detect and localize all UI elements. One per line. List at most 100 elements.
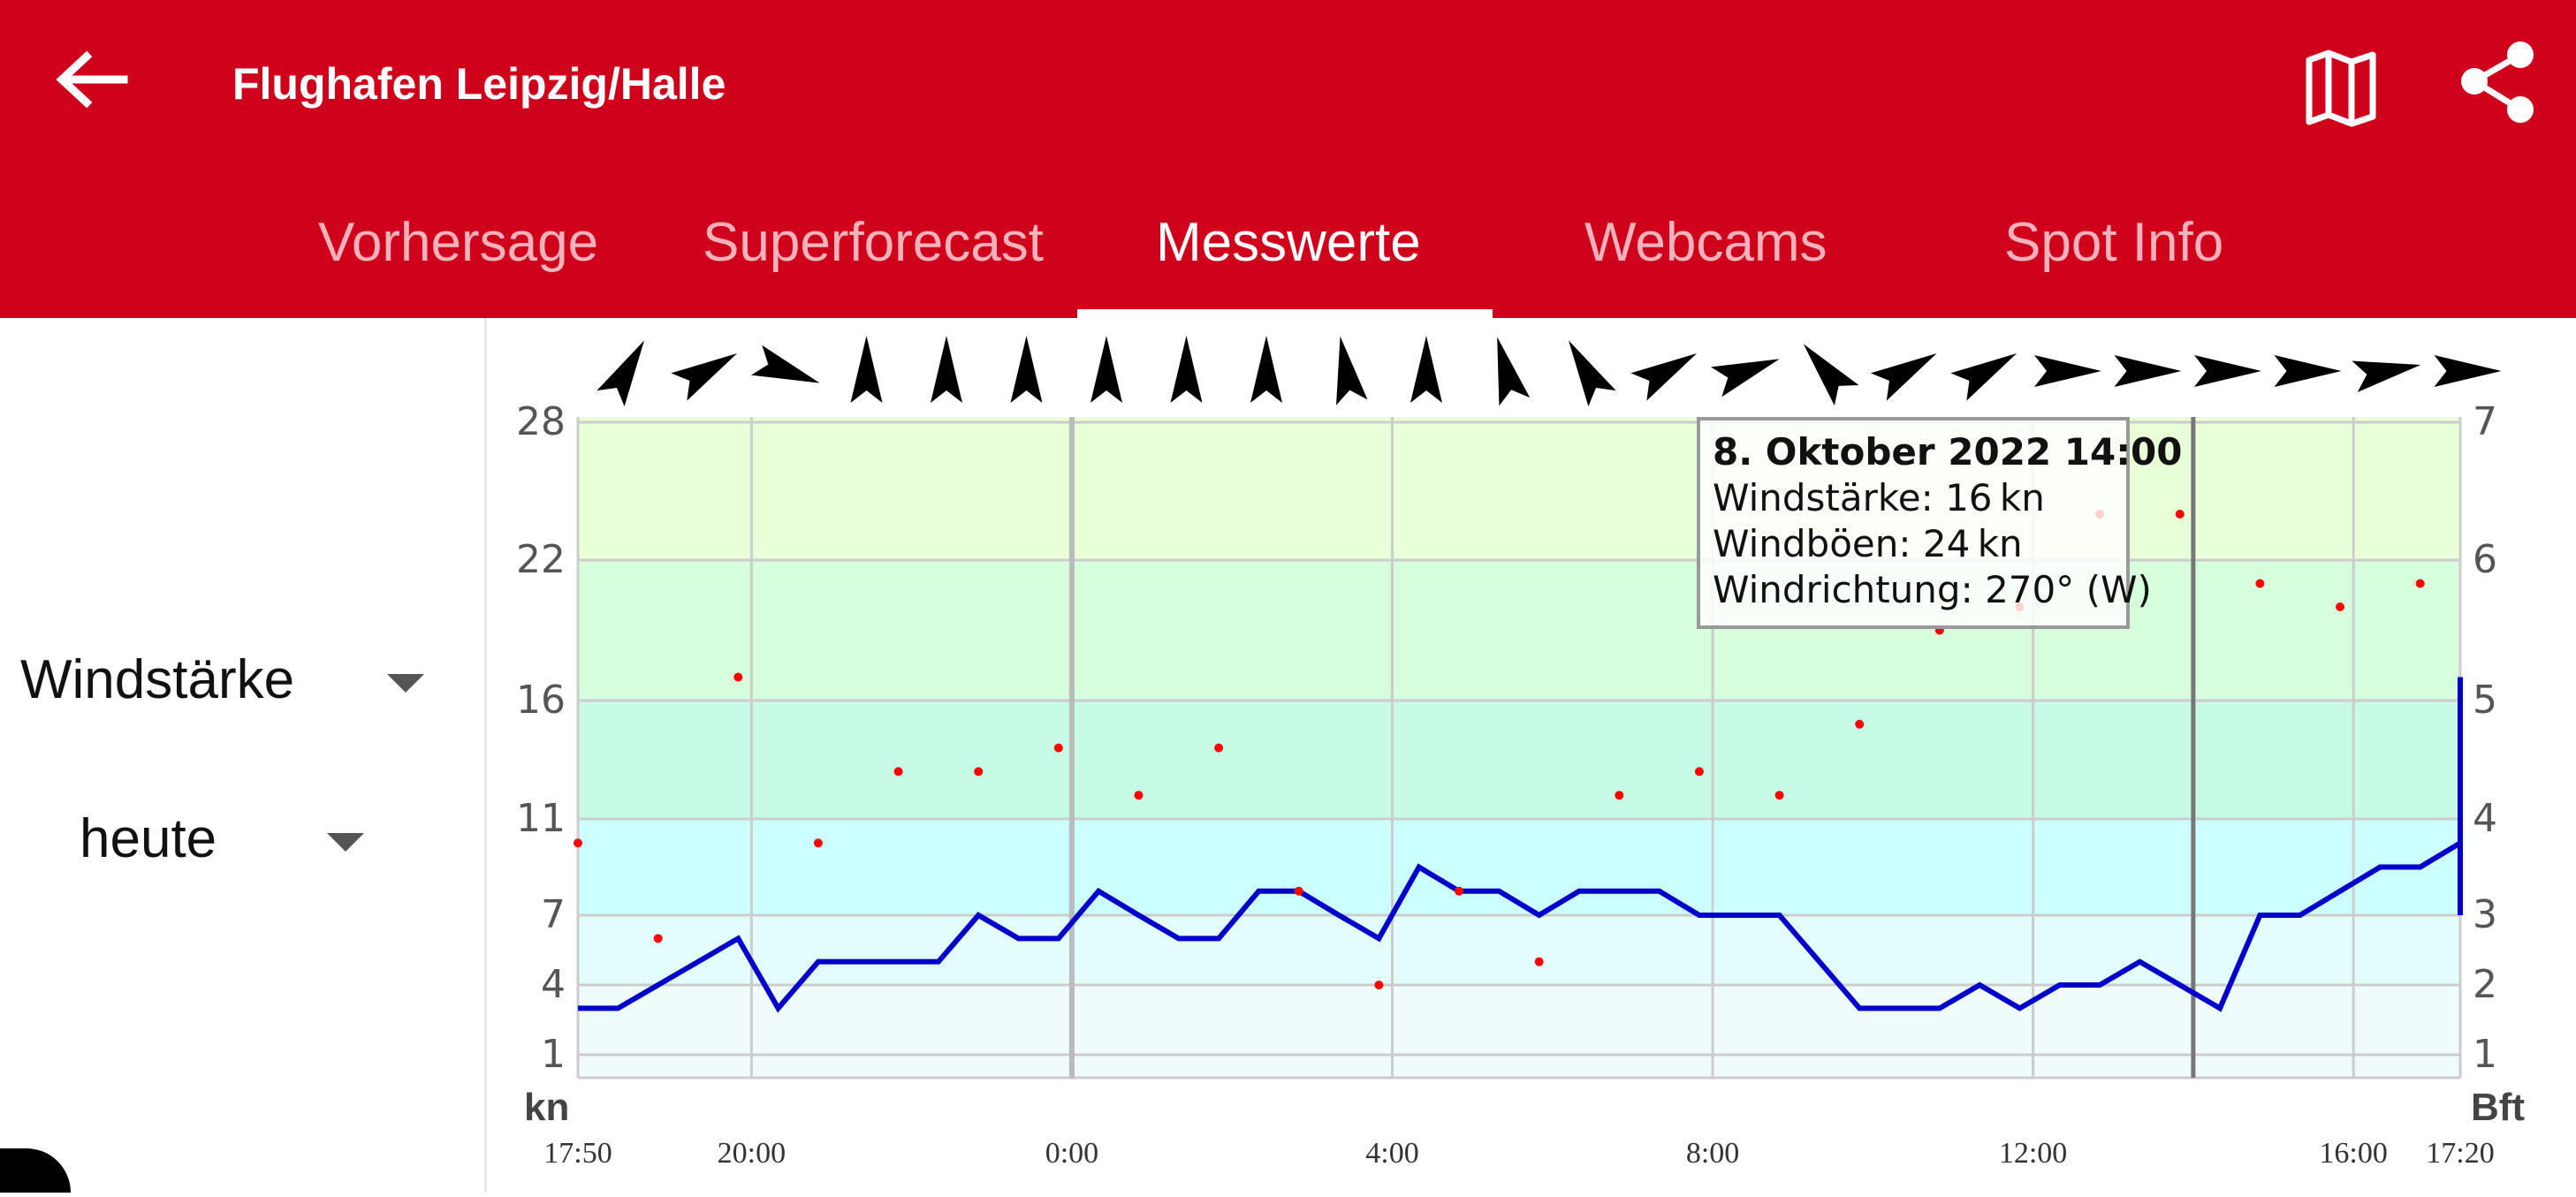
chart-tooltip: 8. Oktober 2022 14:00 Windstärke: 16 kn … [1697,417,2183,629]
gust-point [733,672,743,682]
arrow-left-icon [56,50,128,109]
wind-arrow-icon [1010,336,1043,403]
options-panel: Windstärke heute [0,318,484,1193]
right-axis-tick-label: 2 [2473,962,2497,1007]
gust-point [1534,957,1544,966]
gust-point [1214,743,1224,753]
tab-webcams[interactable]: Webcams [1584,212,1828,273]
wind-chart-svg: 1 4 7 11 16 22 28 1 2 3 4 5 6 7 kn Bft 17:50 20:00 0:00 4:0… [516,336,2525,1170]
page-title: Flughafen Leipzig/Halle [232,59,726,109]
wind-arrow-icon [2352,360,2421,392]
wind-arrow-icon [1090,336,1122,403]
left-axis-tick-label: 4 [541,962,566,1007]
wind-arrow-icon [850,336,883,403]
share-button[interactable] [2450,35,2547,133]
tab-spot-info[interactable]: Spot Info [2004,212,2224,273]
left-axis-unit: kn [524,1086,569,1129]
right-axis-tick-label: 7 [2473,399,2497,444]
x-axis-tick-label: 17:50 [543,1137,612,1170]
wind-arrow-icon [1410,336,1442,403]
gust-point [574,838,582,848]
wind-arrow-icon [1170,336,1203,403]
right-axis-tick-label: 1 [2473,1032,2497,1077]
right-axis-tick-label: 6 [2473,537,2497,582]
gust-point [1694,767,1704,777]
tooltip-gusts: Windböen: 24 kn [1713,522,2023,565]
gust-point [1294,886,1303,896]
gust-point [653,934,663,943]
left-axis-tick-label: 11 [516,796,566,841]
chart-band [578,701,2460,819]
gust-point [1615,791,1624,800]
period-dropdown[interactable]: heute [80,799,364,879]
chart-band [578,985,2460,1078]
gust-point [2255,579,2265,588]
left-axis-tick-label: 22 [516,537,566,582]
chart-band [578,819,2460,915]
wind-arrow-icon [2434,355,2502,387]
x-axis-tick-label: 20:00 [718,1137,786,1170]
tab-vorhersage[interactable]: Vorhersage [318,212,599,273]
wind-arrow-icon [1250,336,1282,403]
wind-arrow-icon [1336,336,1368,405]
app-bar: Flughafen Leipzig/Halle Vorhersage Super… [0,0,2576,318]
gust-point [813,838,823,848]
x-axis-tick-label: 17:20 [2426,1137,2494,1170]
tooltip-direction: Windrichtung: 270° (W) [1713,568,2152,611]
tab-superforecast[interactable]: Superforecast [703,212,1044,273]
right-axis-tick-label: 4 [2473,796,2497,841]
wind-arrow-icon [1870,353,1937,401]
x-axis-tick-label: 16:00 [2319,1137,2387,1170]
wind-arrow-icon [931,336,962,403]
gust-point [1053,743,1063,753]
wind-arrow-icon [2194,355,2261,387]
wind-chart[interactable]: 1 4 7 11 16 22 28 1 2 3 4 5 6 7 kn Bft 17:50 20:00 0:00 4:0… [487,318,2576,1193]
gust-point [1374,981,1384,989]
wind-arrow-icon [2114,355,2182,387]
wind-arrow-icon [2034,355,2101,387]
gust-point [1455,886,1464,896]
tooltip-title: 8. Oktober 2022 14:00 [1713,430,2183,473]
wind-arrow-icon [1803,344,1859,406]
gust-point [1855,719,1865,729]
map-icon [2306,49,2376,127]
wind-arrow-icon [671,353,738,401]
right-axis-tick-label: 3 [2473,892,2497,937]
map-button[interactable] [2293,35,2390,133]
gust-point [893,767,903,777]
left-axis-tick-label: 16 [516,678,566,723]
gust-point [974,767,984,777]
chevron-down-icon [327,833,364,852]
x-axis-tick-label: 8:00 [1686,1137,1739,1170]
chart-band [578,915,2460,985]
gust-point [2175,510,2185,519]
left-axis-tick-label: 28 [516,399,566,444]
tooltip-wind-speed: Windstärke: 16 kn [1713,476,2045,519]
wind-arrow-icon [1711,359,1780,398]
metric-dropdown-value: Windstärke [20,649,295,710]
chart-band [578,560,2460,701]
wind-arrow-icon [1569,340,1616,407]
wind-arrow-icon [2274,355,2342,387]
share-icon [2461,42,2534,123]
right-axis-tick-label: 5 [2473,678,2497,723]
wind-arrow-icon [1630,353,1698,401]
x-axis-tick-label: 4:00 [1365,1137,1418,1170]
right-axis-unit: Bft [2471,1086,2525,1129]
metric-dropdown[interactable]: Windstärke [20,640,427,720]
wind-arrow-icon [1950,353,2017,401]
wind-arrow-icon [751,345,820,383]
gust-point [2336,602,2345,611]
active-tab-indicator [1077,309,1493,318]
back-button[interactable] [44,44,141,141]
tab-messwerte[interactable]: Messwerte [1156,212,1421,273]
panel-divider [484,318,487,1193]
gust-point [1134,791,1144,800]
chevron-down-icon [387,674,424,693]
period-dropdown-value: heute [80,808,217,869]
x-axis-tick-label: 12:00 [1999,1137,2067,1170]
wind-speed-line [578,677,2463,1013]
x-axis-tick-label: 0:00 [1045,1137,1098,1170]
wind-arrow-icon [597,340,644,407]
left-axis-tick-label: 7 [541,892,566,937]
